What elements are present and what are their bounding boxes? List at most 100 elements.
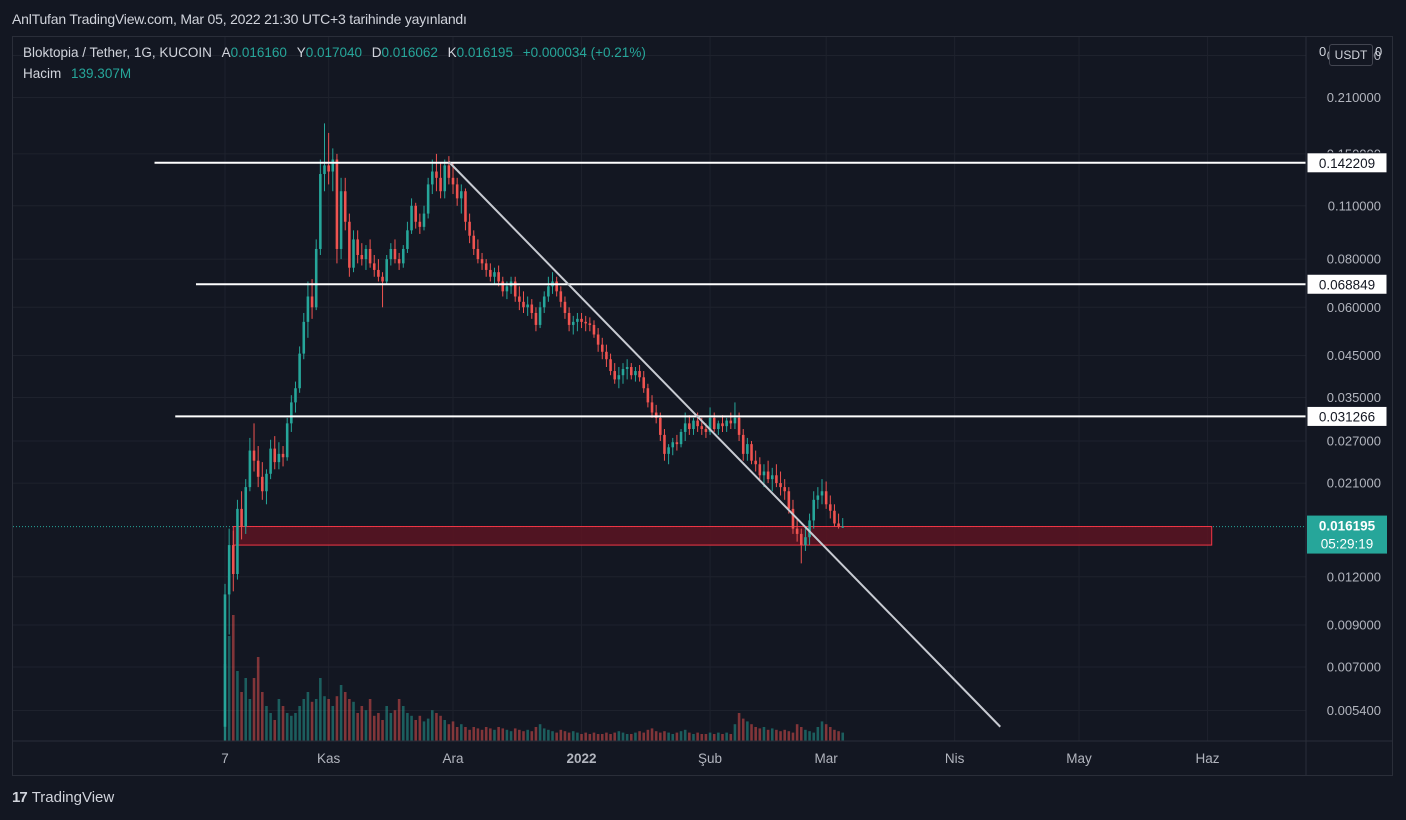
level-price-label: 0.031266	[1319, 409, 1375, 424]
candle-body	[360, 254, 364, 260]
volume-bar	[509, 731, 513, 741]
volume-bar	[621, 732, 625, 741]
candle-body	[256, 460, 260, 477]
volume-bar	[244, 678, 248, 741]
volume-bar	[339, 685, 343, 741]
tradingview-logo-icon: 17	[12, 789, 28, 806]
volume-bar	[837, 731, 840, 741]
candle-body	[240, 508, 243, 527]
volume-bar	[472, 727, 476, 741]
volume-bar	[795, 724, 799, 741]
candle-body	[758, 464, 762, 476]
price-tick-label: 0.021000	[1327, 476, 1381, 491]
candle-body	[580, 318, 583, 322]
volume-bar	[613, 732, 616, 741]
volume-bar	[377, 713, 380, 741]
volume-bar	[298, 706, 301, 741]
candle-body	[559, 291, 563, 302]
volume-label[interactable]: Hacim	[23, 66, 62, 81]
symbol-title[interactable]: Bloktopia / Tether, 1G, KUCOIN	[23, 45, 212, 60]
volume-legend: Hacim 139.307M	[23, 66, 131, 81]
low-value: 0.016062	[381, 45, 438, 60]
trendline	[448, 161, 1001, 728]
candle-body	[505, 286, 509, 292]
candle-body	[518, 296, 521, 302]
candle-body	[588, 323, 592, 325]
price-tick-label: 0.045000	[1327, 348, 1381, 363]
tradingview-logo[interactable]: 17 TradingView	[12, 789, 114, 806]
level-price-label: 0.142209	[1319, 156, 1375, 171]
volume-bar	[708, 732, 712, 741]
candle-body	[621, 369, 625, 376]
axis-right-glyph: 0	[1375, 44, 1383, 59]
candle-body	[343, 191, 347, 222]
candle-body	[368, 248, 372, 264]
candle-body	[592, 324, 596, 335]
candle-body	[244, 487, 248, 527]
candle-body	[393, 248, 397, 260]
candle-body	[223, 594, 227, 727]
candle-body	[775, 475, 778, 484]
volume-bar	[766, 729, 770, 741]
volume-bar	[712, 734, 716, 741]
candle-body	[335, 159, 339, 249]
volume-bar	[675, 732, 679, 741]
volume-bar	[812, 732, 815, 741]
volume-bar	[824, 724, 828, 741]
candle-body	[688, 423, 691, 430]
volume-bar	[290, 715, 293, 741]
low-label: D	[371, 45, 382, 60]
volume-bar	[659, 732, 662, 741]
volume-bar	[431, 710, 434, 741]
volume-bar	[401, 706, 405, 741]
candle-body	[642, 377, 646, 389]
candle-body	[339, 191, 343, 249]
candle-body	[468, 221, 471, 236]
candle-body	[530, 304, 534, 313]
volume-bar	[513, 728, 517, 741]
price-tick-label: 0.080000	[1327, 252, 1381, 267]
candle-body	[692, 420, 695, 430]
level-price-tag	[1306, 152, 1388, 174]
volume-bar	[522, 731, 525, 741]
published-caption: AnlTufan TradingView.com, Mar 05, 2022 2…	[12, 11, 467, 27]
price-tick-label: 0.009000	[1327, 617, 1381, 632]
volume-bar	[327, 699, 330, 741]
candle-body	[762, 471, 766, 476]
volume-bar	[692, 734, 695, 741]
volume-bar	[729, 734, 733, 741]
open-value: 0.016160	[230, 45, 287, 60]
candle-body	[501, 281, 505, 292]
candle-body	[356, 239, 359, 255]
candle-body	[265, 473, 268, 492]
currency-button[interactable]: USDT	[1329, 44, 1373, 66]
volume-bar	[480, 729, 484, 741]
candle-body	[294, 388, 297, 403]
candle-body	[667, 447, 670, 454]
volume-bar	[468, 729, 471, 741]
open-label: A	[221, 45, 231, 60]
volume-bar	[393, 710, 397, 741]
candle-body	[808, 520, 811, 538]
volume-bar	[775, 729, 778, 741]
time-tick-label: Nis	[945, 751, 965, 766]
candle-body	[389, 248, 393, 260]
candle-body	[750, 444, 753, 461]
candle-body	[310, 296, 314, 308]
candle-body	[791, 508, 795, 529]
volume-bar	[460, 724, 463, 741]
candle-body	[526, 304, 529, 308]
volume-bar	[310, 701, 314, 741]
volume-bar	[567, 732, 571, 741]
volume-bar	[530, 731, 534, 741]
volume-bar	[261, 692, 264, 741]
candle-body	[659, 417, 662, 435]
volume-bar	[410, 715, 413, 741]
candle-body	[285, 423, 289, 458]
candle-body	[770, 475, 774, 480]
candle-body	[422, 213, 426, 227]
volume-bar	[683, 729, 687, 741]
candle-body	[571, 321, 575, 325]
volume-bar	[464, 727, 467, 741]
